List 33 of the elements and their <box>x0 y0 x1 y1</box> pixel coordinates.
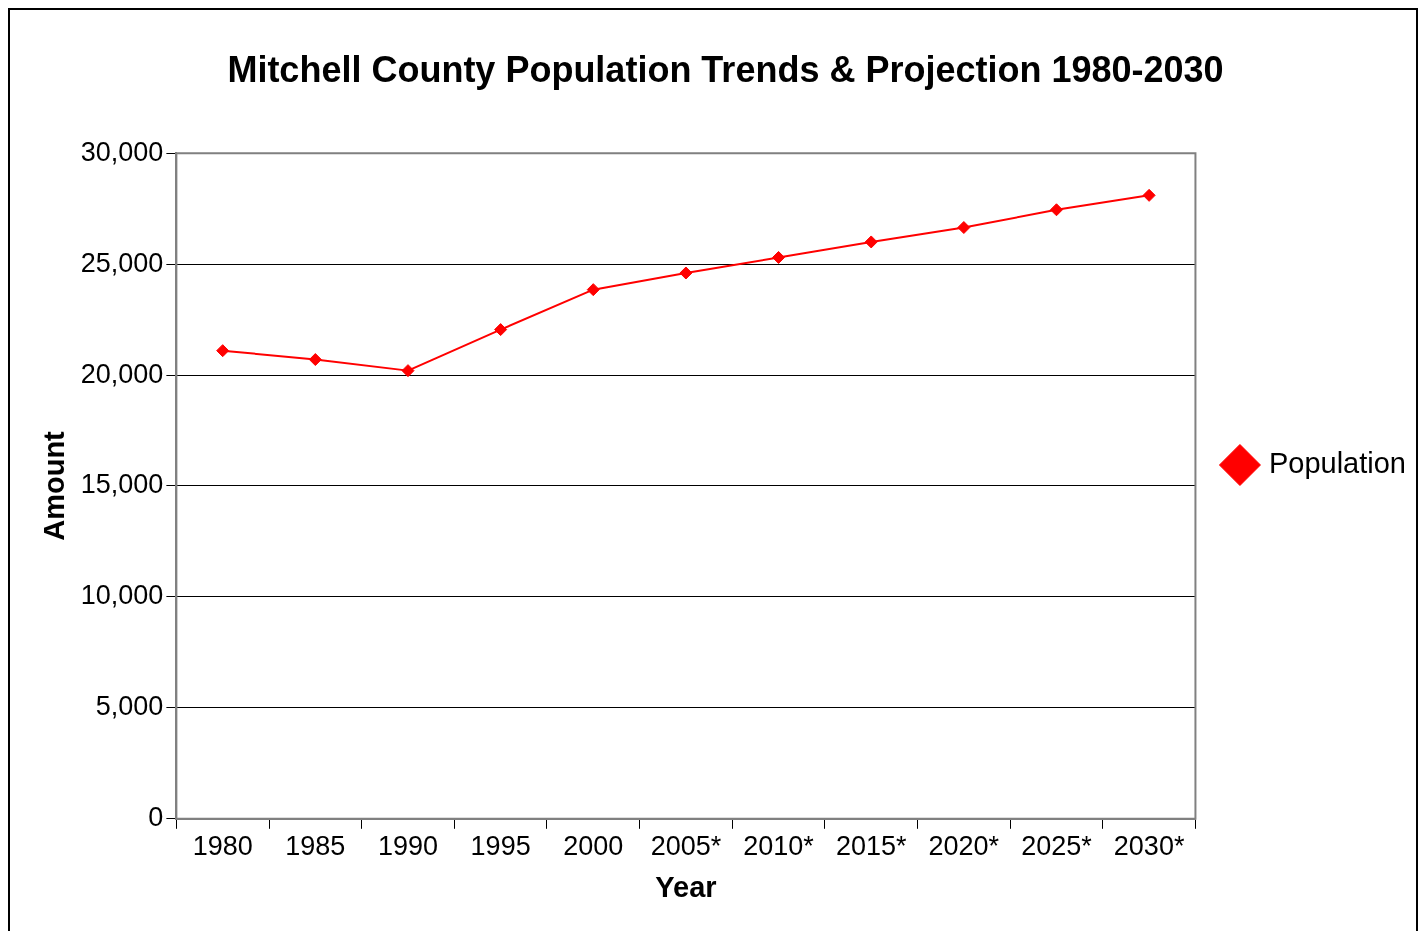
legend-label: Population <box>1268 447 1407 479</box>
point <box>308 353 322 367</box>
y-tick-label: 10,000 <box>80 580 164 611</box>
x-tick-label: 1995 <box>470 831 531 862</box>
x-axis-title: Year <box>655 870 717 903</box>
point <box>957 221 971 235</box>
point <box>1142 188 1156 202</box>
x-tick-label: 1985 <box>285 831 346 862</box>
point <box>1049 203 1063 217</box>
x-tick-label: 2010* <box>743 831 815 862</box>
x-tick-label: 2005* <box>650 831 722 862</box>
y-tick-label: 15,000 <box>80 469 164 500</box>
x-tick-label: 2015* <box>835 831 907 862</box>
point <box>586 283 600 297</box>
point <box>401 364 415 378</box>
y-tick-label: 0 <box>148 802 164 833</box>
point <box>864 235 878 249</box>
chart-title: Mitchell County Population Trends & Projection 1980-2030 <box>227 48 1224 90</box>
y-tick-label: 30,000 <box>80 136 164 167</box>
y-tick-label: 5,000 <box>95 691 164 722</box>
y-axis-title: Amount <box>38 430 71 541</box>
x-tick-label: 2025* <box>1021 831 1093 862</box>
x-tick-label: 2020* <box>928 831 1000 862</box>
x-tick-label: 2000 <box>563 831 624 862</box>
point <box>772 250 786 264</box>
x-tick-label: 1990 <box>377 831 439 862</box>
point <box>216 344 230 358</box>
y-tick-label: 20,000 <box>80 358 164 389</box>
x-tick-label: 1980 <box>192 831 253 862</box>
point <box>494 323 508 337</box>
point <box>679 266 693 280</box>
x-tick-label: 2030* <box>1113 831 1185 862</box>
y-tick-label: 25,000 <box>80 247 164 278</box>
